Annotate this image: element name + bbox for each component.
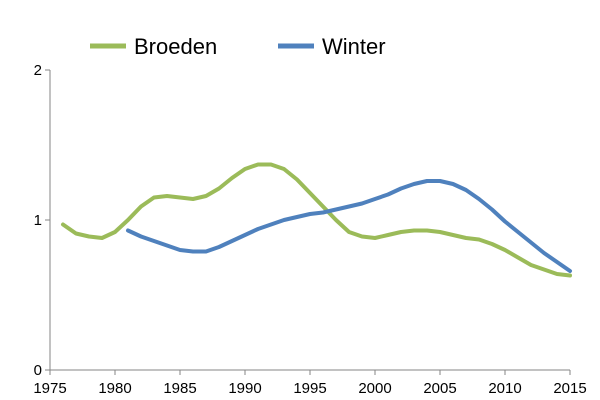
x-tick-label: 1975 [33, 380, 66, 397]
axes: 0 1 2 1975 1980 1985 1990 1995 2000 2005 2010 2015 [33, 62, 586, 397]
x-tick-label: 1980 [98, 380, 131, 397]
y-tick-label: 0 [34, 362, 42, 379]
x-tick-label: 1995 [293, 380, 326, 397]
y-tick-label: 2 [34, 62, 42, 79]
legend-label-winter: Winter [322, 34, 386, 59]
x-tick-label: 2015 [553, 380, 586, 397]
y-tick-label: 1 [34, 212, 42, 229]
series-layer [61, 162, 572, 278]
x-tick-label: 1990 [228, 380, 261, 397]
legend: Broeden Winter [90, 34, 386, 59]
x-tick-label: 2000 [358, 380, 391, 397]
series-line-winter [126, 179, 572, 273]
x-tick-label: 2010 [488, 380, 521, 397]
x-tick-label: 1985 [163, 380, 196, 397]
series-line-broeden [61, 162, 572, 278]
x-tick-label: 2005 [423, 380, 456, 397]
legend-label-broeden: Broeden [134, 34, 217, 59]
